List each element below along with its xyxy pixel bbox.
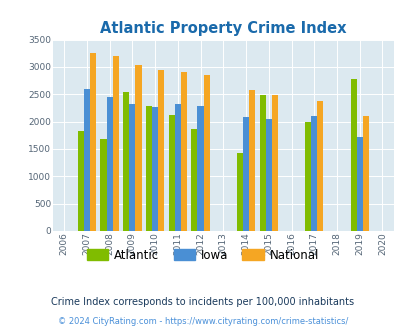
Bar [249,90,255,231]
Bar [83,89,90,231]
Bar [77,131,83,231]
Bar [168,115,174,231]
Bar [271,95,277,231]
Bar [350,79,356,231]
Title: Atlantic Property Crime Index: Atlantic Property Crime Index [100,21,346,36]
Bar [317,101,323,231]
Text: Crime Index corresponds to incidents per 100,000 inhabitants: Crime Index corresponds to incidents per… [51,297,354,307]
Bar [151,107,158,231]
Bar [362,115,368,231]
Bar [158,70,164,231]
Bar [129,104,135,231]
Bar [135,65,141,231]
Bar [197,106,203,231]
Bar [304,122,310,231]
Bar [100,139,106,231]
Bar [265,119,271,231]
Bar [236,153,242,231]
Text: © 2024 CityRating.com - https://www.cityrating.com/crime-statistics/: © 2024 CityRating.com - https://www.city… [58,317,347,326]
Bar [174,104,181,231]
Bar [242,117,249,231]
Bar [90,53,96,231]
Legend: Atlantic, Iowa, National: Atlantic, Iowa, National [82,244,323,266]
Bar [113,56,119,231]
Bar [145,106,151,231]
Bar [191,129,197,231]
Bar [356,138,362,231]
Bar [259,95,265,231]
Bar [310,115,317,231]
Bar [106,97,113,231]
Bar [203,75,209,231]
Bar [181,72,187,231]
Bar [123,92,129,231]
